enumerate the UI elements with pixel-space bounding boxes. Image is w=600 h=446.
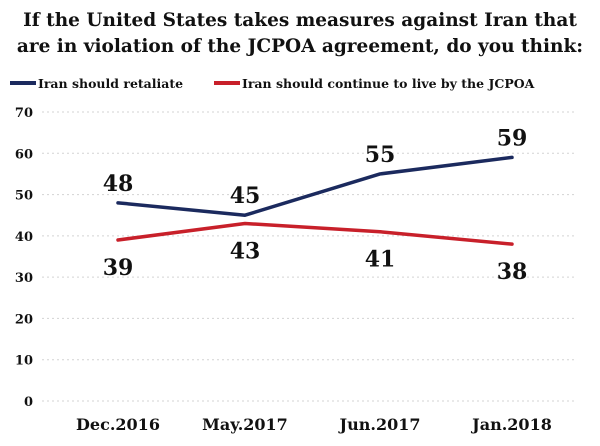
data-label: 55: [365, 142, 396, 168]
legend: Iran should retaliate Iran should contin…: [10, 76, 535, 91]
legend-label-retaliate: Iran should retaliate: [38, 76, 183, 91]
y-tick-label: 40: [15, 230, 33, 245]
y-tick-label: 30: [15, 271, 33, 286]
x-tick-label: May.2017: [202, 415, 288, 434]
data-label: 38: [497, 259, 528, 285]
x-tick-label: Jan.2018: [470, 415, 552, 434]
chart-title-line-2: are in violation of the JCPOA agreement,…: [17, 36, 583, 57]
y-tick-label: 10: [15, 354, 33, 369]
y-axis-ticks: 0 10 20 30 40 50 60 70: [15, 106, 33, 410]
x-tick-label: Jun.2017: [338, 415, 421, 434]
chart-title-line-1: If the United States takes measures agai…: [23, 10, 577, 31]
x-axis-ticks: Dec.2016 May.2017 Jun.2017 Jan.2018: [76, 415, 552, 434]
data-label: 48: [103, 171, 134, 197]
x-tick-label: Dec.2016: [76, 415, 160, 434]
data-label: 43: [230, 238, 261, 264]
data-label: 45: [230, 183, 261, 209]
y-tick-label: 70: [15, 106, 33, 121]
y-tick-label: 50: [15, 189, 33, 204]
y-tick-label: 60: [15, 147, 33, 162]
legend-label-jcpoa: Iran should continue to live by the JCPO…: [242, 76, 535, 91]
y-tick-label: 0: [24, 395, 33, 410]
series-line-jcpoa: [116, 221, 514, 246]
series-line-retaliate: [116, 155, 514, 217]
data-labels: 48 45 55 59 39 43 41 38: [103, 125, 528, 285]
data-label: 59: [497, 125, 528, 151]
data-label: 41: [365, 247, 396, 273]
series-lines: [116, 155, 514, 246]
chart-title: If the United States takes measures agai…: [17, 10, 583, 57]
y-tick-label: 20: [15, 312, 33, 327]
data-label: 39: [103, 255, 134, 281]
